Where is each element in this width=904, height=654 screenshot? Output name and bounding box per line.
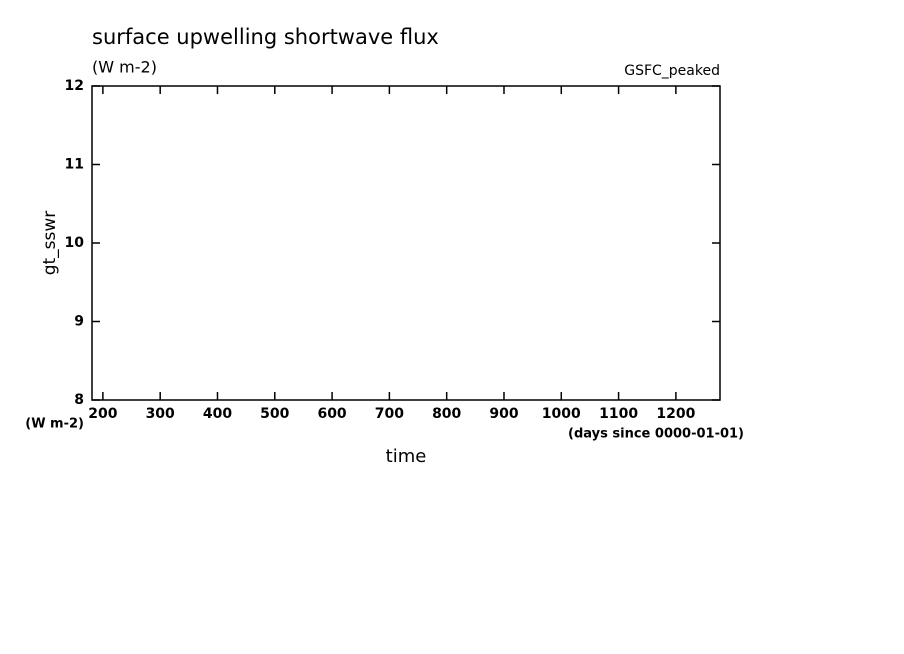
x-tick-label: 200 xyxy=(88,406,117,422)
x-tick-label: 1200 xyxy=(656,406,695,422)
x-tick-label: 500 xyxy=(260,406,289,422)
annotation: GSFC_peaked xyxy=(624,63,720,79)
x-axis-label: time xyxy=(386,446,427,467)
chart-subtitle: (W m-2) xyxy=(92,58,157,77)
y-tick-label: 12 xyxy=(65,78,84,94)
x-tick-label: 600 xyxy=(317,406,346,422)
y-tick-label: 11 xyxy=(65,157,84,173)
x-tick-label: 400 xyxy=(203,406,232,422)
y-axis-units: (W m-2) xyxy=(25,417,84,432)
x-tick-label: 300 xyxy=(146,406,175,422)
x-tick-label: 700 xyxy=(375,406,404,422)
x-tick-label: 800 xyxy=(432,406,461,422)
y-tick-label: 9 xyxy=(74,314,84,330)
y-tick-label: 8 xyxy=(74,392,84,408)
x-tick-label: 1100 xyxy=(599,406,638,422)
y-tick-label: 10 xyxy=(65,235,85,251)
chart-title: surface upwelling shortwave flux xyxy=(92,25,439,49)
x-tick-label: 1000 xyxy=(542,406,581,422)
x-tick-label: 900 xyxy=(489,406,518,422)
x-axis-units: (days since 0000-01-01) xyxy=(568,427,744,442)
y-axis-label: gt_sswr xyxy=(40,211,60,276)
